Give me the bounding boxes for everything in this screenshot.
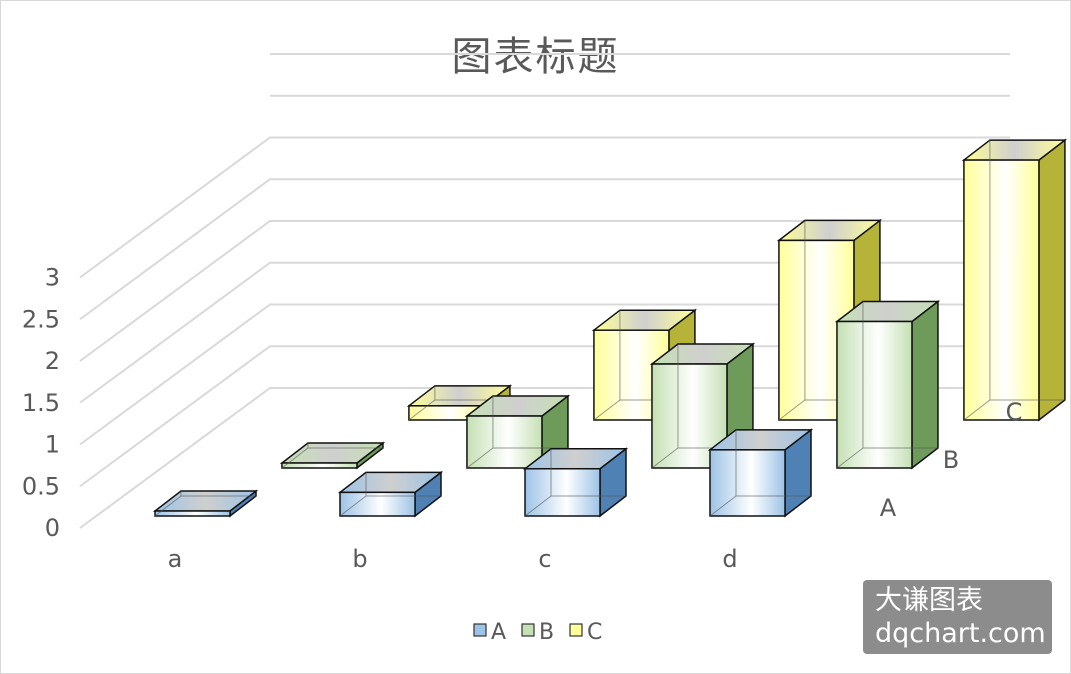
bar-A-b	[337, 470, 444, 518]
y-tick-label: 1	[45, 431, 60, 459]
chart-title: 图表标题	[451, 34, 620, 80]
depth-axis-label: C	[1006, 398, 1023, 426]
bar-front	[836, 320, 913, 469]
legend: A B C	[473, 620, 602, 645]
y-tick-label: 2.5	[22, 305, 60, 333]
bar-back-edge	[408, 399, 436, 421]
gridlines	[79, 53, 1010, 529]
x-tick-label: a	[168, 545, 183, 573]
legend-swatch	[569, 623, 583, 637]
bar-front	[709, 449, 786, 517]
bar-A-d	[707, 428, 814, 518]
legend-item-C: C	[569, 620, 602, 645]
bar-front	[281, 462, 358, 469]
depth-axis-label: A	[880, 494, 897, 522]
bar-B-a	[279, 441, 386, 470]
watermark-line-2: dqchart.com	[875, 618, 1046, 649]
bar-front	[466, 415, 543, 469]
y-tick-label: 3	[45, 264, 60, 292]
bar-back-edge	[709, 495, 737, 517]
bar-front	[154, 510, 231, 517]
y-tick-label: 0	[45, 514, 60, 542]
gridline	[79, 136, 1010, 279]
bar-back-edge	[154, 495, 182, 517]
gridline	[79, 220, 1010, 362]
bar-back-edge	[281, 447, 309, 469]
bar-back-edge	[593, 399, 621, 421]
bar-C-d	[961, 138, 1068, 422]
watermark-line-1: 大谦图表	[875, 585, 983, 616]
axis-labels: a b c d A B C	[168, 398, 1023, 573]
bar-back-edge	[339, 495, 367, 517]
gridline	[79, 345, 1010, 488]
x-tick-label: b	[352, 545, 367, 573]
bar-back-edge	[651, 447, 679, 469]
bar-A-c	[522, 447, 629, 518]
bar-back-edge	[836, 447, 864, 469]
gridline	[79, 303, 1010, 446]
bar-front	[963, 159, 1040, 421]
bar-side	[911, 299, 939, 470]
y-tick-label: 0.5	[22, 472, 60, 500]
gridline	[79, 261, 1010, 404]
legend-swatch	[473, 623, 487, 637]
watermark: 大谦图表 dqchart.com	[863, 580, 1052, 654]
depth-axis-label: B	[943, 446, 959, 474]
bar-front	[339, 491, 416, 517]
legend-label: C	[587, 620, 602, 645]
bar-back-edge	[466, 447, 494, 469]
bar-side	[1038, 138, 1066, 422]
x-tick-label: d	[722, 545, 737, 573]
bar-B-d	[834, 299, 941, 470]
bar-back-edge	[778, 399, 806, 421]
legend-label: B	[539, 620, 554, 645]
gridline	[79, 387, 1010, 529]
x-tick-label: c	[538, 545, 551, 573]
legend-item-A: A	[473, 620, 506, 645]
bar-back-edge	[524, 495, 552, 517]
legend-item-B: B	[521, 620, 554, 645]
bar-back-edge	[963, 399, 991, 421]
y-tick-label: 1.5	[22, 389, 60, 417]
bar-A-a	[152, 489, 259, 518]
gridline	[79, 178, 1010, 321]
legend-swatch	[521, 623, 535, 637]
bars	[152, 138, 1068, 518]
y-axis-ticks: 0 0.5 1 1.5 2 2.5 3	[22, 264, 60, 543]
bar-front	[524, 467, 601, 517]
legend-label: A	[491, 620, 506, 645]
y-tick-label: 2	[45, 347, 60, 375]
